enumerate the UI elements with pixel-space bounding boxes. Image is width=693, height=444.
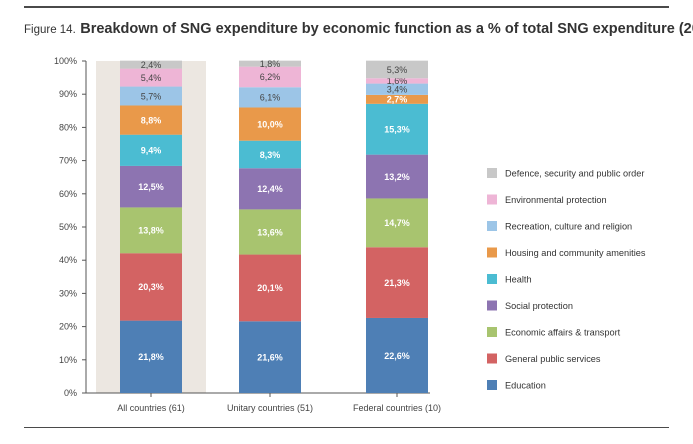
bar-segment <box>120 320 182 393</box>
bar-segment <box>120 207 182 254</box>
bar-segment <box>120 68 182 87</box>
data-label: 13,6% <box>257 227 283 237</box>
data-label: 1,8% <box>260 59 281 69</box>
data-label: 12,5% <box>138 182 164 192</box>
figure-title-text: Breakdown of SNG expenditure by economic… <box>80 21 693 37</box>
y-tick-label: 90% <box>59 89 77 99</box>
bar-segment <box>366 154 428 199</box>
bar-segment <box>366 94 428 104</box>
data-label: 15,3% <box>384 125 410 135</box>
legend-swatch <box>487 274 497 284</box>
legend-swatch <box>487 380 497 390</box>
y-tick-label: 10% <box>59 355 77 365</box>
x-tick-label: All countries (61) <box>117 403 185 413</box>
bar-segment <box>239 66 301 88</box>
data-label: 8,3% <box>260 150 281 160</box>
legend-label: General public services <box>505 354 601 364</box>
figure-title: Figure 14. Breakdown of SNG expenditure … <box>24 20 693 38</box>
legend-swatch <box>487 353 497 364</box>
bar-segment <box>366 247 428 318</box>
bar-segment <box>366 78 428 84</box>
data-label: 5,7% <box>141 91 162 101</box>
y-tick-label: 30% <box>59 288 77 298</box>
data-label: 3,4% <box>387 85 408 95</box>
bottom-rule <box>24 427 669 428</box>
top-rule <box>24 6 669 8</box>
data-label: 12,4% <box>257 184 283 194</box>
figure-label: Figure 14. <box>24 24 76 36</box>
bar-segment <box>239 140 301 169</box>
bar-segment <box>120 134 182 166</box>
bar-segment <box>239 107 301 141</box>
legend-swatch <box>487 221 497 231</box>
data-label: 6,2% <box>260 72 281 82</box>
bar-segment <box>366 83 428 95</box>
bar-segment <box>239 168 301 210</box>
bar-segment <box>366 60 428 79</box>
x-tick-label: Federal countries (10) <box>353 403 441 413</box>
x-tick-label: Unitary countries (51) <box>227 403 313 413</box>
data-label: 14,7% <box>384 218 410 228</box>
y-tick-label: 80% <box>59 122 77 132</box>
data-label: 8,8% <box>141 115 162 125</box>
bar-segment <box>120 60 182 69</box>
y-tick-label: 20% <box>59 322 77 332</box>
data-label: 1,6% <box>387 76 408 86</box>
data-label: 6,1% <box>260 93 281 103</box>
y-tick-label: 40% <box>59 255 77 265</box>
bar-segment <box>120 105 182 135</box>
bar-segment <box>366 198 428 248</box>
legend-swatch <box>487 168 497 178</box>
legend-label: Social protection <box>505 301 573 311</box>
bar-segment <box>239 254 301 322</box>
bar-segment <box>239 209 301 255</box>
bar-segment <box>120 253 182 321</box>
legend-label: Education <box>505 381 546 391</box>
bar-segment <box>120 165 182 208</box>
data-label: 5,3% <box>387 65 408 75</box>
data-label: 20,3% <box>138 282 164 292</box>
legend-label: Recreation, culture and religion <box>505 222 632 232</box>
data-label: 21,3% <box>384 278 410 288</box>
data-label: 13,2% <box>384 172 410 182</box>
bar-segment <box>366 103 428 155</box>
y-tick-label: 50% <box>59 222 77 232</box>
legend-label: Economic affairs & transport <box>505 328 621 338</box>
y-tick-label: 70% <box>59 156 77 166</box>
y-tick-label: 100% <box>54 56 77 66</box>
data-label: 2,7% <box>387 95 408 105</box>
legend-swatch <box>487 300 497 311</box>
data-label: 5,4% <box>141 73 162 83</box>
bar-segment <box>366 317 428 393</box>
bar-segment <box>239 87 301 108</box>
legend-label: Housing and community amenities <box>505 248 646 258</box>
data-label: 13,8% <box>138 226 164 236</box>
bar-segment <box>120 86 182 106</box>
y-tick-label: 0% <box>64 388 77 398</box>
data-label: 21,8% <box>138 352 164 362</box>
data-label: 2,4% <box>141 60 162 70</box>
bar-segment <box>239 321 301 393</box>
legend-swatch <box>487 327 497 337</box>
data-label: 22,6% <box>384 351 410 361</box>
data-label: 9,4% <box>141 146 162 156</box>
data-label: 21,6% <box>257 352 283 362</box>
legend-swatch <box>487 194 497 205</box>
legend-label: Health <box>505 275 532 285</box>
bar-segment <box>239 60 301 67</box>
legend-swatch <box>487 247 497 258</box>
data-label: 10,0% <box>257 119 283 129</box>
legend-label: Defence, security and public order <box>505 169 644 179</box>
legend-label: Environmental protection <box>505 195 607 205</box>
data-label: 20,1% <box>257 283 283 293</box>
y-tick-label: 60% <box>59 189 77 199</box>
